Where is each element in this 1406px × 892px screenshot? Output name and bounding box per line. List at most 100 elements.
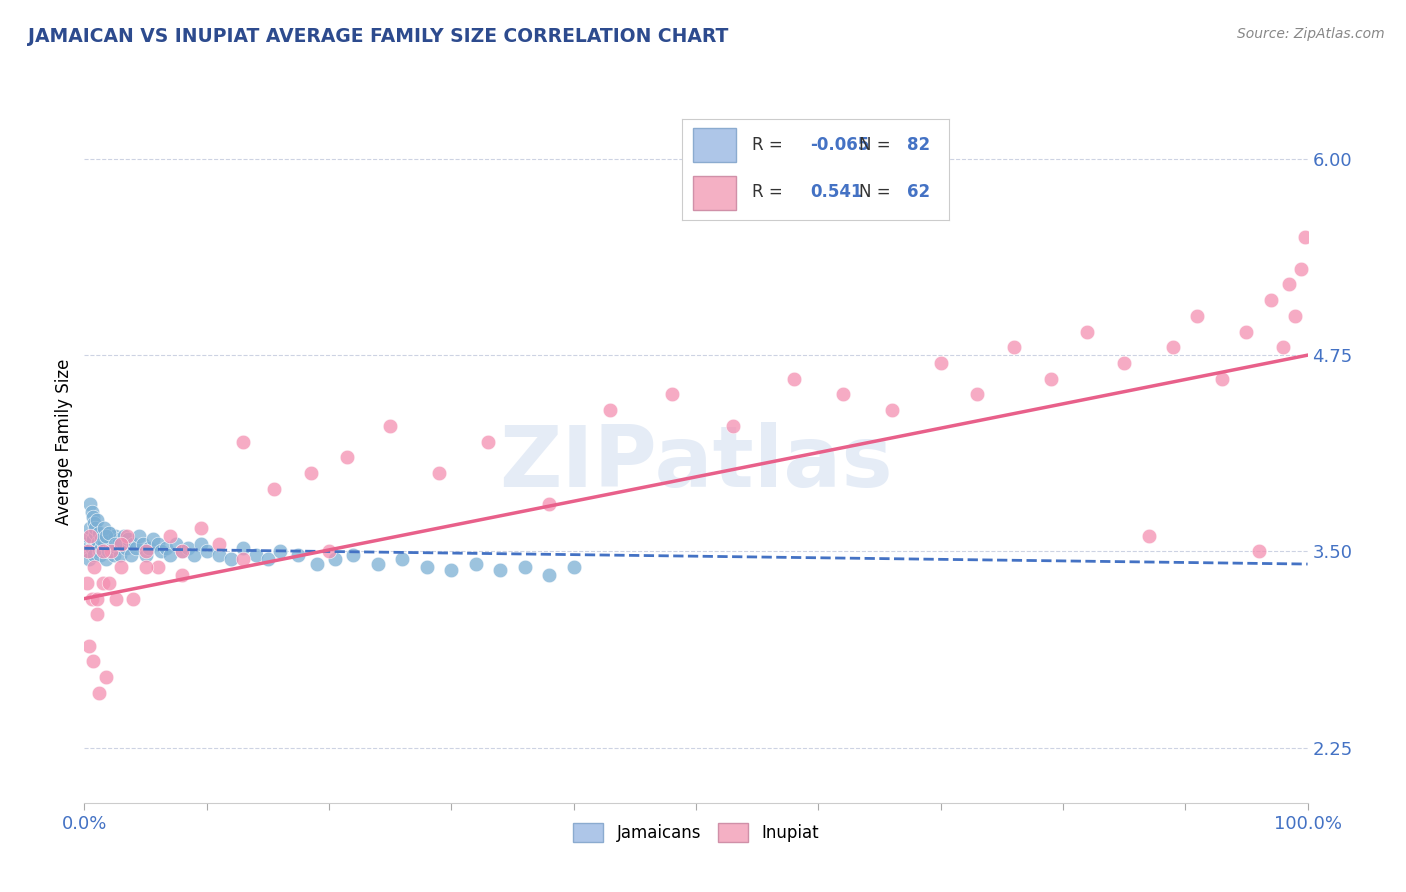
Point [79,521,101,535]
Point [75,544,97,558]
Point [721,418,744,433]
Point [79,497,101,511]
Point [599,403,621,417]
Point [208,536,231,550]
Point [79,529,101,543]
Point [1187,309,1209,323]
Point [342,548,364,562]
Text: 62: 62 [907,184,929,202]
Point [263,482,285,496]
Point [83,548,105,562]
Point [107,532,129,546]
Point [100,544,122,558]
Point [135,560,157,574]
Point [257,552,280,566]
Point [90,532,112,546]
Point [1278,277,1301,292]
Y-axis label: Average Family Size: Average Family Size [55,359,73,524]
Point [115,529,138,543]
Text: N =: N = [859,136,890,153]
Point [80,541,103,556]
Point [91,575,114,590]
Point [86,607,108,622]
Point [93,536,115,550]
Point [232,552,254,566]
Point [538,497,561,511]
Point [87,544,110,558]
Text: ZIPatlas: ZIPatlas [499,422,893,505]
Point [367,557,389,571]
Point [269,544,291,558]
Point [128,529,150,543]
Point [77,552,100,566]
Point [464,557,486,571]
Point [232,541,254,556]
Point [146,536,169,550]
Point [380,418,402,433]
Point [1161,340,1184,354]
FancyBboxPatch shape [693,176,735,211]
Text: R =: R = [752,184,783,202]
Point [87,686,110,700]
Point [117,532,139,546]
Point [80,591,103,606]
Point [87,525,110,540]
Point [97,544,120,558]
Point [245,548,267,562]
Point [142,532,165,546]
Point [105,541,128,556]
Point [416,560,439,574]
Point [177,541,200,556]
Point [97,575,120,590]
Point [122,591,145,606]
Point [146,560,169,574]
Point [232,434,254,449]
Point [1247,544,1270,558]
Point [87,535,110,549]
Point [1211,372,1233,386]
Point [562,560,585,574]
Point [86,513,108,527]
Point [83,560,105,574]
Point [165,536,187,550]
Point [880,403,903,417]
Point [440,563,463,577]
Point [336,450,359,465]
Point [1272,340,1295,354]
Point [208,548,231,562]
Point [82,510,104,524]
Point [115,541,138,556]
Point [112,529,135,543]
Point [100,532,122,546]
Legend: Jamaicans, Inupiat: Jamaicans, Inupiat [567,816,825,848]
Point [77,529,100,543]
Point [391,552,413,566]
Point [477,434,499,449]
Point [1260,293,1282,308]
Point [1284,309,1306,323]
Point [219,552,242,566]
Text: N =: N = [859,184,890,202]
Point [538,568,561,582]
Point [84,521,107,535]
Point [287,548,309,562]
Point [105,591,128,606]
Text: 82: 82 [907,136,929,153]
Point [155,541,177,556]
FancyBboxPatch shape [693,128,735,162]
Point [1294,230,1316,244]
Point [1076,325,1098,339]
Point [80,505,103,519]
Point [1114,356,1136,370]
Point [90,541,112,556]
Point [76,536,98,550]
Point [84,525,107,540]
Point [305,557,328,571]
Point [172,544,194,558]
Point [138,541,160,556]
Point [132,536,155,550]
Point [97,525,120,540]
Point [195,544,218,558]
Point [89,548,111,562]
Point [101,541,124,556]
